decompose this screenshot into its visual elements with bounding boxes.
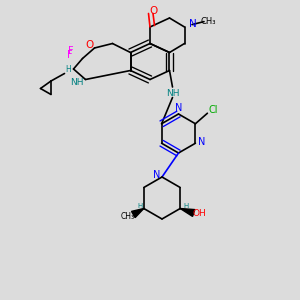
Text: NH: NH [166, 88, 179, 98]
Text: N: N [189, 19, 197, 29]
Text: H: H [138, 203, 143, 209]
Polygon shape [131, 208, 144, 217]
Text: F: F [67, 50, 73, 61]
Text: NH: NH [70, 78, 83, 87]
Text: OH: OH [193, 208, 207, 217]
Text: N: N [175, 103, 182, 113]
Text: N: N [153, 170, 160, 181]
Text: Cl: Cl [208, 105, 218, 115]
Text: H: H [183, 203, 188, 209]
Text: O: O [85, 40, 93, 50]
Text: F: F [68, 46, 73, 56]
Text: CH₃: CH₃ [201, 17, 216, 26]
Text: CH₃: CH₃ [120, 212, 134, 221]
Text: O: O [149, 5, 157, 16]
Polygon shape [180, 208, 195, 216]
Text: N: N [198, 137, 205, 147]
Text: H: H [65, 65, 71, 74]
